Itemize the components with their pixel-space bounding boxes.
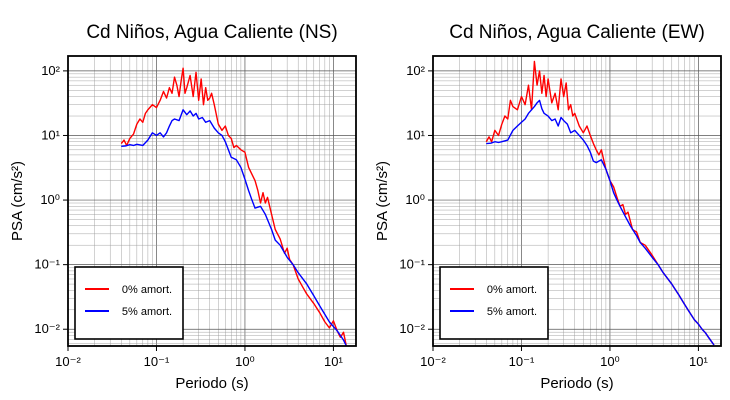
- chart-1-series-red-line: [120, 67, 348, 347]
- chart-2: 10⁻² 10⁻¹ 10⁰ 10¹ 10⁻² 10⁻¹ 10⁰ 10¹ 10² Cd Niños,…: [374, 22, 722, 392]
- chart-1-legend-label: 0% amort.: [122, 284, 172, 296]
- chart-1-series-blue-line: [121, 109, 347, 347]
- chart-1-y-tick-label: 10²: [41, 63, 60, 78]
- chart-2-x-tick-label: 10⁰: [600, 354, 620, 369]
- chart-2-x-tick-label: 10⁻¹: [509, 354, 535, 369]
- chart-1-y-axis-label: PSA (cm/s²): [9, 161, 26, 241]
- chart-2-x-tick-label: 10⁻²: [420, 354, 446, 369]
- chart-2-legend-label: 5% amort.: [487, 306, 537, 318]
- chart-2-legend-label: 0% amort.: [487, 284, 537, 296]
- chart-1-legend: 0% amort. 5% amort.: [74, 266, 184, 340]
- chart-1-x-axis-label: Periodo (s): [175, 375, 248, 392]
- chart-1-x-tick-label: 10¹: [324, 354, 343, 369]
- chart-1-legend-label: 5% amort.: [122, 306, 172, 318]
- chart-2-y-tick-label: 10⁰: [405, 192, 425, 207]
- chart-2-y-axis-label: PSA (cm/s²): [374, 161, 391, 241]
- chart-2-y-tick-label: 10⁻²: [399, 321, 425, 336]
- chart-2-y-ticks: 10⁻² 10⁻¹ 10⁰ 10¹ 10²: [399, 63, 433, 336]
- chart-1-x-tick-label: 10⁰: [235, 354, 255, 369]
- chart-1-title: Cd Niños, Agua Caliente (NS): [86, 22, 337, 43]
- chart-2-title: Cd Niños, Agua Caliente (EW): [449, 22, 705, 43]
- chart-1-y-ticks: 10⁻² 10⁻¹ 10⁰ 10¹ 10²: [34, 63, 68, 336]
- chart-1-grid: [67, 56, 356, 346]
- chart-2-y-tick-label: 10²: [406, 63, 425, 78]
- chart-2-y-tick-label: 10⁻¹: [399, 257, 425, 272]
- chart-2-legend: 0% amort. 5% amort.: [439, 266, 549, 340]
- chart-2-legend-box: [439, 266, 549, 340]
- chart-1-x-tick-label: 10⁻²: [55, 354, 81, 369]
- chart-1-y-tick-label: 10¹: [41, 127, 60, 142]
- chart-1-y-tick-label: 10⁻²: [34, 321, 60, 336]
- chart-1-y-tick-label: 10⁻¹: [34, 257, 60, 272]
- chart-1-legend-box: [74, 266, 184, 340]
- chart-2-x-axis-label: Periodo (s): [540, 375, 613, 392]
- chart-1: 10⁻² 10⁻¹ 10⁰ 10¹ 10⁻² 10⁻¹ 10⁰ 10¹ 10² Cd Niños,…: [9, 22, 357, 392]
- chart-2-x-tick-label: 10¹: [689, 354, 708, 369]
- chart-2-plot-frame: [432, 55, 722, 347]
- chart-1-x-tick-label: 10⁻¹: [144, 354, 170, 369]
- chart-1-y-tick-label: 10⁰: [40, 192, 60, 207]
- chart-1-plot-frame: [67, 55, 357, 347]
- chart-1-x-ticks: 10⁻² 10⁻¹ 10⁰ 10¹: [55, 346, 343, 369]
- chart-2-series-blue-line: [486, 99, 715, 346]
- chart-2-y-tick-label: 10¹: [406, 127, 425, 142]
- chart-2-x-ticks: 10⁻² 10⁻¹ 10⁰ 10¹: [420, 346, 708, 369]
